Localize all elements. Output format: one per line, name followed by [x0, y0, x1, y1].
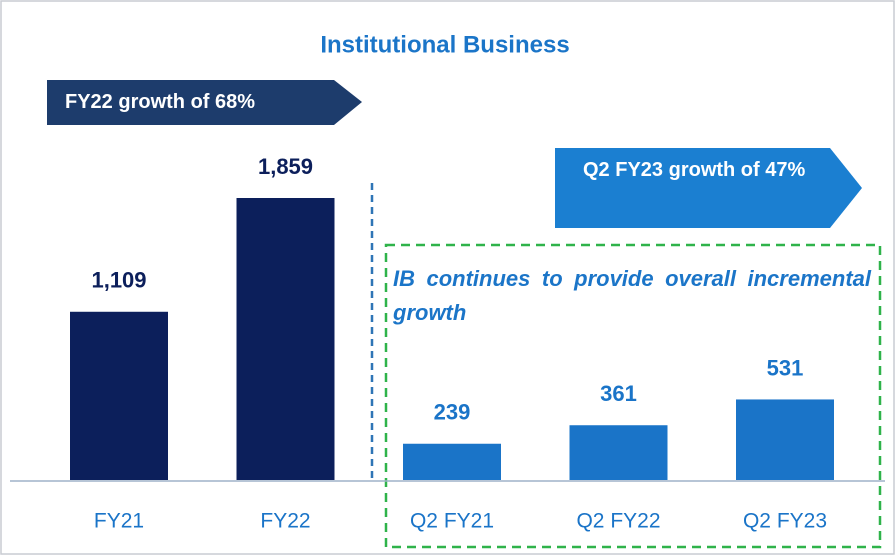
- highlight-box: [384, 243, 882, 549]
- callout-arrow: [555, 148, 862, 228]
- callout-text: FY22 growth of 68%: [65, 91, 256, 113]
- bar: [236, 198, 335, 480]
- bar: [70, 311, 168, 480]
- bar: [403, 443, 501, 480]
- bar: [736, 399, 834, 480]
- value-label: 1,109: [91, 268, 146, 293]
- callout-text: Q2 FY23 growth of 47%: [583, 159, 806, 181]
- x-tick-label: Q2 FY23: [743, 510, 827, 533]
- callout-arrow: [47, 80, 362, 125]
- value-label: 361: [600, 381, 637, 406]
- value-label: 239: [434, 400, 471, 425]
- x-tick-label: FY22: [260, 510, 310, 533]
- annotation: IB continues to provide overall incremen…: [393, 266, 871, 325]
- bar: [569, 425, 668, 480]
- value-label: 1,859: [258, 154, 313, 179]
- chart-title: Institutional Business: [320, 31, 569, 58]
- value-label: 531: [767, 355, 804, 380]
- x-tick-label: FY21: [94, 510, 144, 533]
- x-tick-label: Q2 FY22: [576, 510, 660, 533]
- x-tick-label: Q2 FY21: [410, 510, 494, 533]
